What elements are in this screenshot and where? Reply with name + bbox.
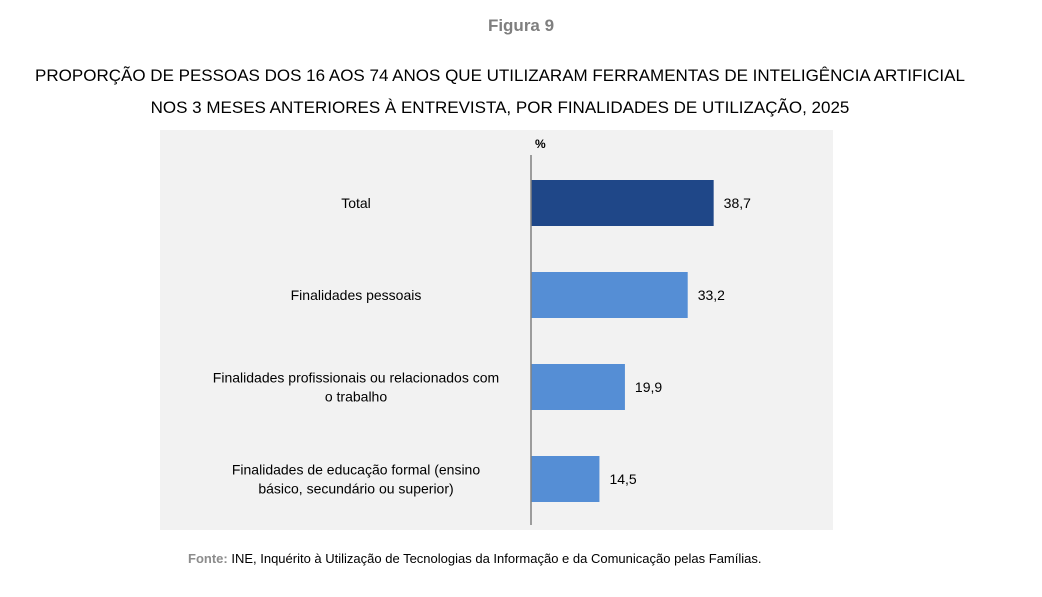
bar-3 bbox=[531, 456, 600, 502]
source-note: Fonte: INE, Inquérito à Utilização de Te… bbox=[188, 551, 762, 566]
value-label-1: 33,2 bbox=[698, 287, 725, 303]
category-label-3-line-0: Finalidades de educação formal (ensino bbox=[232, 462, 480, 478]
category-label-1: Finalidades pessoais bbox=[291, 287, 422, 303]
value-label-0: 38,7 bbox=[724, 195, 751, 211]
value-label-3: 14,5 bbox=[609, 471, 636, 487]
category-label-1-line-0: Finalidades pessoais bbox=[291, 287, 422, 303]
chart-title: PROPORÇÃO DE PESSOAS DOS 16 AOS 74 ANOS … bbox=[0, 60, 1000, 124]
bar-chart: % 38,7 Total 33,2 Finalidades pessoais 19,9 Fi… bbox=[213, 137, 751, 525]
value-label-2: 19,9 bbox=[635, 379, 662, 395]
category-label-0: Total bbox=[341, 195, 371, 211]
source-label: Fonte: bbox=[188, 551, 228, 566]
chart-panel: % 38,7 Total 33,2 Finalidades pessoais 19,9 Fi… bbox=[160, 130, 833, 530]
category-label-3-line-1: básico, secundário ou superior) bbox=[258, 481, 453, 497]
category-label-0-line-0: Total bbox=[341, 195, 371, 211]
category-label-2: Finalidades profissionais ou relacionado… bbox=[213, 370, 499, 405]
bar-0 bbox=[531, 180, 714, 226]
bar-1 bbox=[531, 272, 688, 318]
category-label-2-line-1: o trabalho bbox=[325, 389, 387, 405]
category-label-3: Finalidades de educação formal (ensino bá… bbox=[232, 462, 480, 497]
source-text: INE, Inquérito à Utilização de Tecnologi… bbox=[227, 551, 762, 566]
chart-title-line-1: PROPORÇÃO DE PESSOAS DOS 16 AOS 74 ANOS … bbox=[35, 66, 965, 85]
category-label-2-line-0: Finalidades profissionais ou relacionado… bbox=[213, 370, 499, 386]
chart-title-line-2: NOS 3 MESES ANTERIORES À ENTREVISTA, POR… bbox=[150, 98, 850, 117]
unit-label: % bbox=[535, 137, 546, 151]
bar-2 bbox=[531, 364, 625, 410]
figure-label: Figura 9 bbox=[487, 16, 555, 35]
